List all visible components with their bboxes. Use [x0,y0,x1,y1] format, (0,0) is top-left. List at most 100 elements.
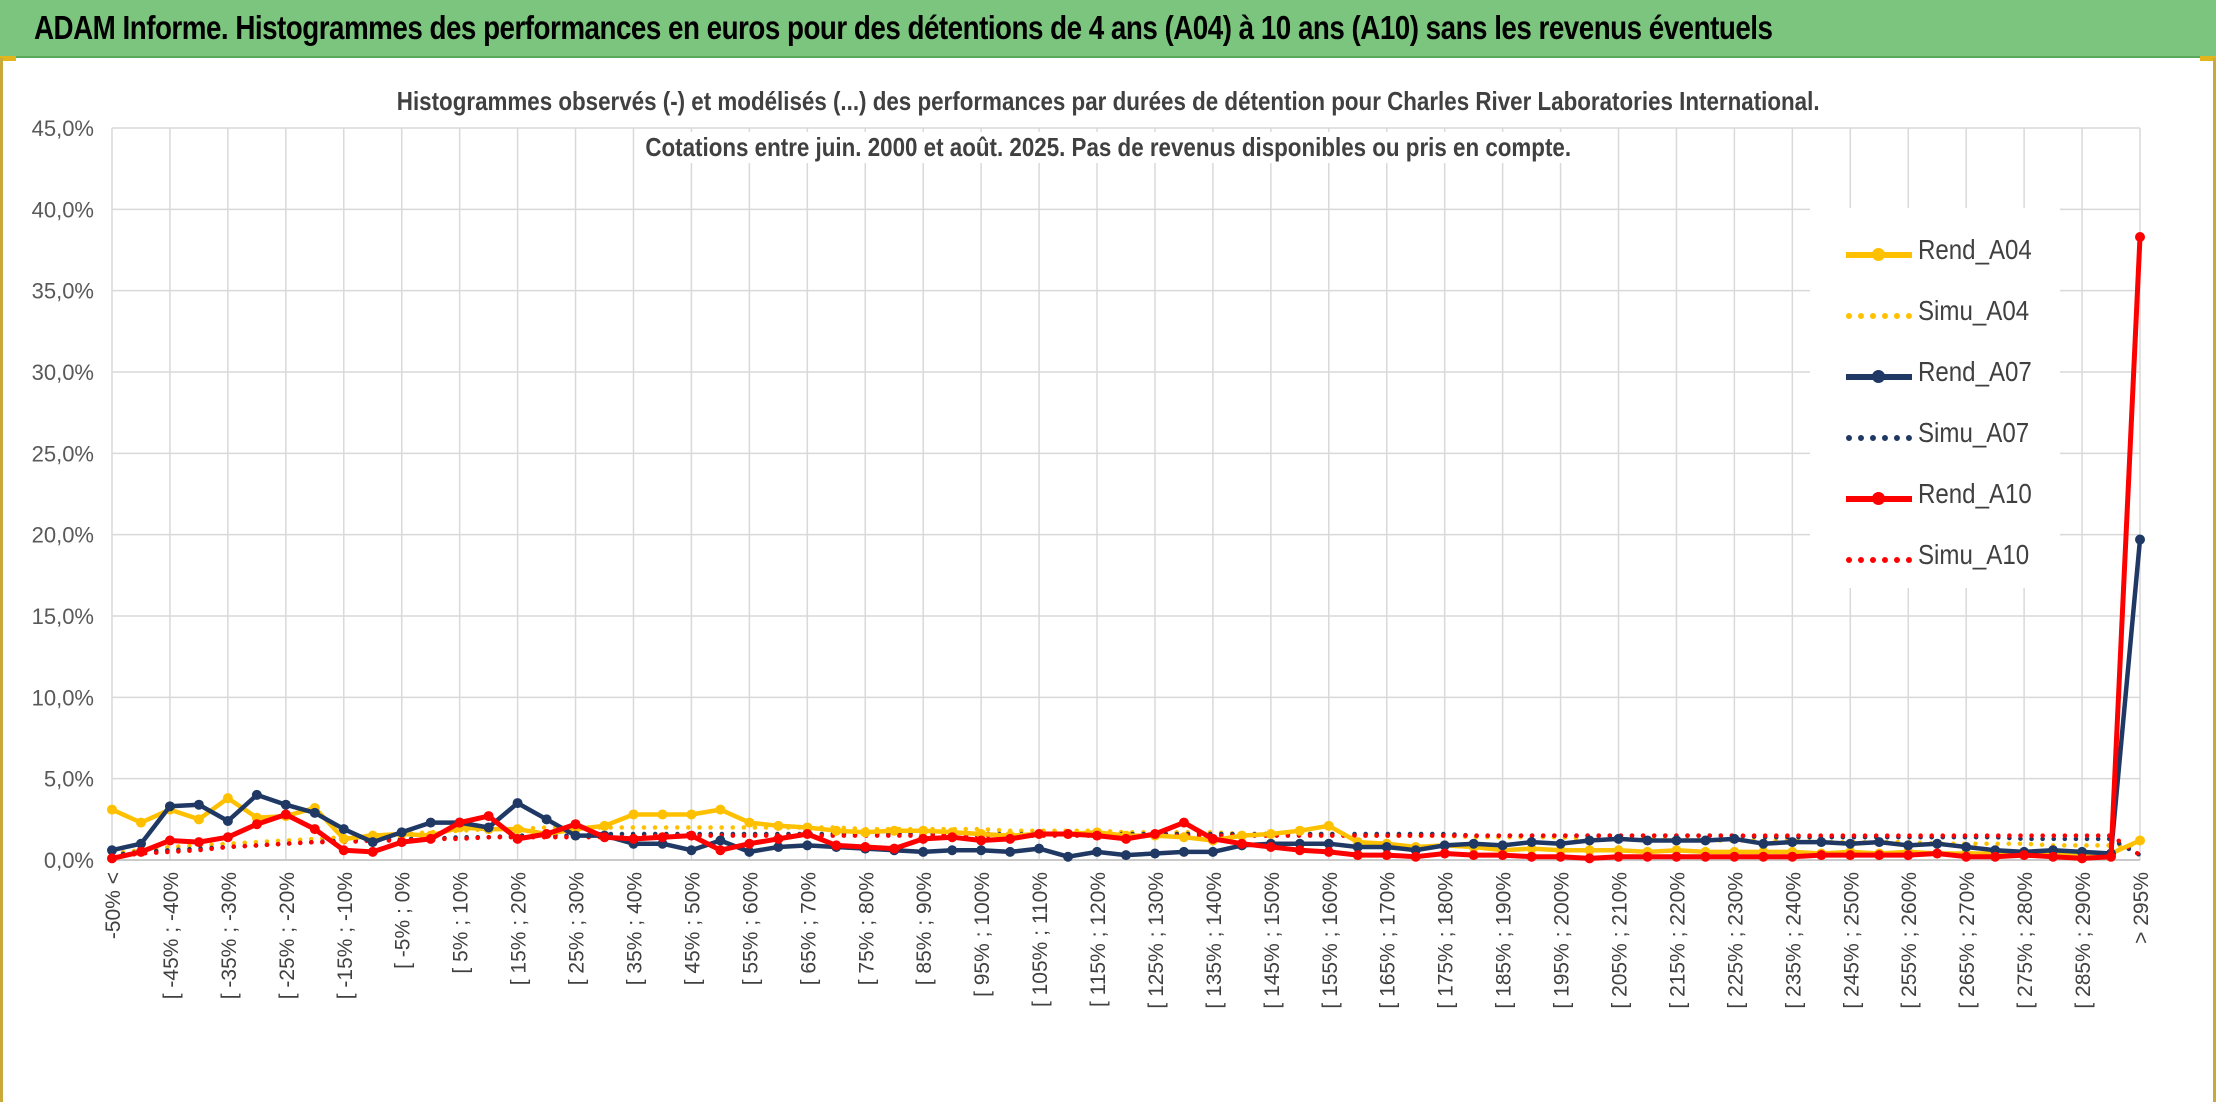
data-point [1121,850,1131,861]
data-point [918,825,929,836]
data-point [570,830,581,841]
data-point [396,827,407,838]
data-point [1468,850,1479,861]
data-point [802,828,813,839]
data-point [164,801,175,812]
chart-subtitle-line: Cotations entre juin. 2000 et août. 2025… [0,132,2216,163]
data-point [1729,833,1740,844]
data-point [107,853,117,864]
y-axis: 0,0% 5,0% 10,0% 15,0% 20,0% 25,0% 30,0% 35,0% 40… [32,116,94,873]
data-point [1034,828,1045,839]
data-point [1700,851,1711,862]
data-point [1903,850,1914,861]
legend-label: Rend_A04 [1918,234,2032,265]
data-point [164,835,175,846]
data-point [1497,850,1508,861]
data-point [1352,850,1363,861]
x-tick-label: [ 45% ; 50% [681,872,704,985]
data-point [1613,851,1624,862]
data-point [1729,851,1740,862]
data-point [744,846,755,857]
data-point [1063,851,1074,862]
data-point [1092,846,1103,857]
data-point [425,833,436,844]
data-point [918,833,929,844]
data-point [107,804,117,815]
x-tick-label: [ 225% ; 230% [1724,872,1747,1009]
legend-label: Simu_A10 [1918,539,2030,570]
data-point [1758,851,1769,862]
legend-label: Rend_A10 [1918,478,2032,509]
data-point [1468,838,1479,849]
data-point [338,845,349,856]
data-point [135,817,146,828]
x-tick-label: [ -5% ; 0% [392,872,415,969]
data-point [1932,838,1943,849]
data-point [1410,851,1421,862]
x-tick-label: [ 25% ; 30% [566,872,589,985]
chart-title: Histogrammes observés (-) et modélisés (… [389,86,1827,117]
data-point [396,837,407,848]
data-point [628,833,639,844]
banner-corner-left [0,56,16,61]
data-point [541,828,552,839]
data-point [222,793,233,804]
data-point [1265,828,1276,839]
x-tick-label: [ 215% ; 220% [1666,872,1689,1009]
data-point [1758,838,1769,849]
legend-swatch [1846,313,1912,319]
data-point [1294,825,1305,836]
data-point [2135,534,2145,545]
data-point [773,841,784,852]
data-point [309,824,320,835]
data-point [599,820,610,831]
data-point [715,804,726,815]
data-point [1063,828,1074,839]
data-point [1816,837,1827,848]
y-tick-label: 30,0% [32,360,94,385]
data-point [1642,835,1653,846]
data-point [1207,846,1218,857]
data-point [1584,845,1595,856]
series-layer [107,231,2145,864]
data-point [744,838,755,849]
data-point [947,845,958,856]
data-point [1381,850,1392,861]
data-point [1903,840,1914,851]
x-tick-label: [ 155% ; 160% [1319,872,1342,1009]
data-point [860,841,871,852]
legend-item: Rend_A07 [1810,354,2060,394]
data-point [802,840,813,851]
data-point [1323,838,1334,849]
data-point [1584,835,1595,846]
x-tick-label: [ 145% ; 150% [1261,872,1284,1009]
chart-frame [0,58,2216,1102]
y-tick-label: 20,0% [32,523,94,548]
data-point [1439,848,1450,859]
data-point [1207,833,1218,844]
x-tick-label: [ 255% ; 260% [1898,872,1921,1009]
data-point [1149,828,1160,839]
data-point [1034,843,1045,854]
x-tick-label: [ 195% ; 200% [1551,872,1574,1009]
data-point [947,832,958,843]
data-point [773,833,784,844]
data-point [1932,848,1943,859]
chart-title-line: Histogrammes observés (-) et modélisés (… [0,86,2216,117]
banner-title: ADAM Informe. Histogrammes des performan… [34,9,1773,46]
x-tick-label: [ 55% ; 60% [739,872,762,985]
y-tick-label: 10,0% [32,685,94,710]
data-point [1178,832,1189,843]
data-point [976,835,987,846]
y-tick-label: 35,0% [32,279,94,304]
data-point [628,809,639,820]
data-point [2135,231,2145,242]
x-tick-label: [ -45% ; -40% [160,872,183,999]
x-tick-label: [ 285% ; 290% [2072,872,2095,1009]
data-point [744,817,755,828]
data-point [860,827,871,838]
legend-marker [1872,370,1885,383]
legend-marker [1872,248,1885,261]
data-point [309,807,320,818]
data-point [1178,817,1189,828]
